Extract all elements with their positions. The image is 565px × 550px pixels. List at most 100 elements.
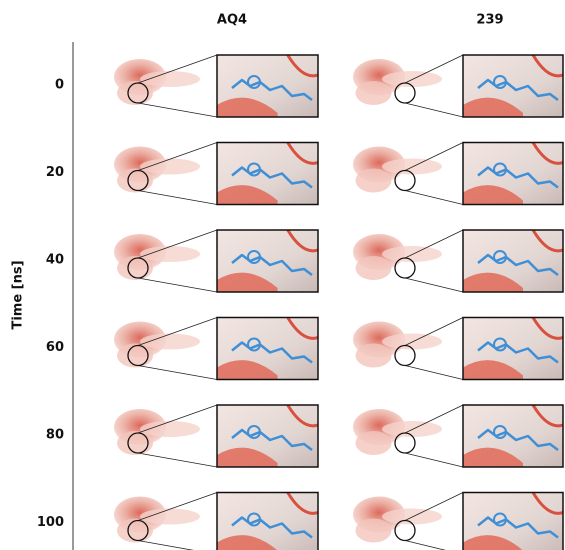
row-label: 20 xyxy=(46,165,64,180)
zoom-line xyxy=(137,102,218,118)
binding-site xyxy=(127,169,149,192)
zoom-frame xyxy=(216,141,319,206)
zoom-line xyxy=(137,190,218,205)
binding-site xyxy=(394,169,416,192)
binding-site xyxy=(127,344,149,367)
zoom-line xyxy=(404,142,464,171)
zoom-line xyxy=(404,492,464,521)
protein-lower xyxy=(117,168,153,193)
ligand xyxy=(231,253,313,276)
ligand-ring xyxy=(493,512,507,527)
ribbon xyxy=(217,272,278,292)
column-header: 239 xyxy=(476,13,503,28)
ribbon xyxy=(286,229,319,253)
ligand-ring xyxy=(247,250,261,264)
ligand xyxy=(477,166,559,189)
zoom-line xyxy=(137,540,194,550)
ribbon xyxy=(217,360,278,380)
ligand xyxy=(231,516,313,539)
ribbon xyxy=(531,54,564,78)
ligand-ring xyxy=(493,75,507,89)
zoom-line xyxy=(137,142,218,171)
binding-site xyxy=(127,257,149,279)
ribbon xyxy=(531,404,564,428)
zoom-line xyxy=(404,54,464,84)
ribbon xyxy=(286,491,319,515)
ribbon xyxy=(217,185,278,205)
zoom-frame xyxy=(462,491,564,550)
zoom-frame xyxy=(462,316,564,381)
ribbon xyxy=(463,360,523,380)
ligand-ring xyxy=(247,75,261,89)
protein-lower xyxy=(355,168,392,193)
ribbon xyxy=(217,447,278,467)
ligand xyxy=(231,341,313,364)
ligand-ring xyxy=(247,337,261,352)
ribbon xyxy=(286,404,319,428)
ligand xyxy=(477,428,559,451)
zoom-line xyxy=(137,54,218,84)
ribbon xyxy=(463,97,523,117)
zoom-line xyxy=(404,404,464,434)
ligand xyxy=(477,516,559,539)
ribbon xyxy=(463,272,523,292)
ribbon xyxy=(463,535,523,550)
binding-site xyxy=(394,257,416,279)
ribbon xyxy=(531,316,564,340)
ligand-ring xyxy=(493,425,507,439)
protein-tail xyxy=(140,246,200,262)
zoom-frame xyxy=(216,54,319,118)
row-label: 60 xyxy=(46,340,64,355)
protein-lower xyxy=(355,343,392,368)
ribbon xyxy=(286,316,319,340)
protein-lower xyxy=(117,343,153,368)
ligand xyxy=(231,78,313,101)
zoom-frame xyxy=(462,141,564,206)
binding-site xyxy=(127,432,149,454)
protein-lower xyxy=(355,431,392,455)
ligand-ring xyxy=(247,425,261,439)
column-header: AQ4 xyxy=(217,13,247,28)
zoom-line xyxy=(404,229,464,259)
zoom-frame xyxy=(462,229,564,293)
binding-site xyxy=(394,82,416,104)
binding-site xyxy=(394,519,416,542)
zoom-line xyxy=(137,492,218,521)
row-label: 80 xyxy=(46,428,64,443)
zoom-frame xyxy=(462,54,564,118)
zoom-line xyxy=(404,540,447,550)
zoom-frame xyxy=(216,316,319,381)
ribbon xyxy=(463,447,523,467)
ribbon xyxy=(531,141,564,165)
zoom-frame xyxy=(462,404,564,468)
row-label: 100 xyxy=(37,515,64,530)
ligand-ring xyxy=(493,162,507,177)
ligand-ring xyxy=(493,250,507,264)
protein-tail xyxy=(140,158,200,175)
binding-site xyxy=(127,519,149,542)
protein-tail xyxy=(382,158,442,175)
binding-site xyxy=(394,432,416,454)
row-label: 0 xyxy=(55,78,64,93)
ribbon xyxy=(463,185,523,205)
ribbon xyxy=(286,54,319,78)
axis-label: Time [ns] xyxy=(11,260,26,329)
ligand-ring xyxy=(493,337,507,352)
ribbon xyxy=(531,491,564,515)
protein-tail xyxy=(382,333,442,350)
protein-lower xyxy=(117,431,153,455)
zoom-line xyxy=(404,317,464,346)
ribbon xyxy=(531,229,564,253)
zoom-frame xyxy=(216,404,319,468)
protein-tail xyxy=(140,508,200,525)
zoom-line xyxy=(404,452,464,468)
protein-lower xyxy=(355,256,392,280)
zoom-frame xyxy=(216,491,319,550)
ligand xyxy=(231,166,313,189)
protein-tail xyxy=(382,246,442,262)
panels: AQ4 239 0 20 40 60 80 100 xyxy=(37,13,564,550)
binding-site xyxy=(127,82,149,104)
binding-site xyxy=(394,344,416,367)
protein-tail xyxy=(382,508,442,525)
protein-tail xyxy=(382,421,442,437)
